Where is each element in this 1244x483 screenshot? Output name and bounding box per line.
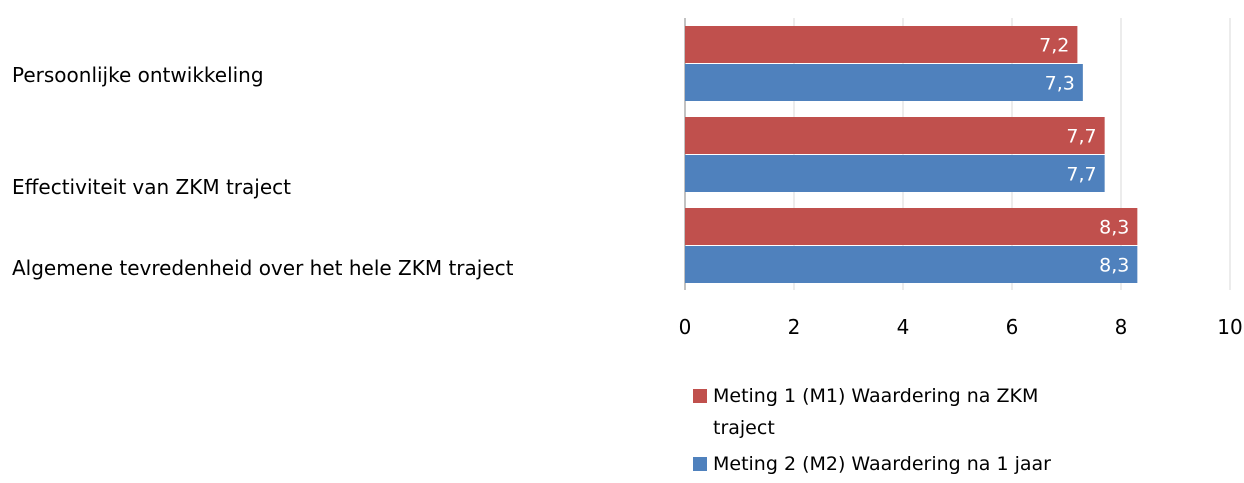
- x-tick-label: 6: [1006, 315, 1019, 339]
- data-label: 7,7: [1066, 126, 1096, 148]
- bar: [685, 64, 1083, 101]
- data-label: 8,3: [1099, 217, 1129, 239]
- legend-label: Meting 2 (M2) Waardering na 1 jaar: [713, 453, 1051, 475]
- x-axis: 0 2 4 6 8 10: [679, 315, 1243, 339]
- bar: [685, 26, 1078, 63]
- bar: [685, 155, 1105, 192]
- bar: [685, 208, 1138, 245]
- data-label: 7,3: [1045, 73, 1075, 95]
- legend: Meting 1 (M1) Waardering na ZKM traject Me…: [693, 385, 1051, 475]
- x-tick-label: 0: [679, 315, 692, 339]
- data-label: 8,3: [1099, 255, 1129, 277]
- category-label: Effectiviteit van ZKM traject: [12, 175, 291, 199]
- category-label: Algemene tevredenheid over het hele ZKM …: [12, 256, 514, 280]
- category-labels: Persoonlijke ontwikkeling Effectiviteit v…: [12, 63, 514, 280]
- bars: 7,2 7,3 7,7 7,7 8,3 8,3: [685, 26, 1138, 283]
- x-tick-label: 2: [788, 315, 801, 339]
- legend-swatch: [693, 389, 707, 403]
- x-tick-label: 10: [1217, 315, 1242, 339]
- bar: [685, 246, 1138, 283]
- x-tick-label: 4: [897, 315, 910, 339]
- x-tick-label: 8: [1115, 315, 1128, 339]
- data-label: 7,2: [1039, 35, 1069, 57]
- bar: [685, 117, 1105, 154]
- legend-label: Meting 1 (M1) Waardering na ZKM: [713, 385, 1038, 407]
- legend-label: traject: [713, 417, 775, 439]
- data-label: 7,7: [1066, 164, 1096, 186]
- legend-swatch: [693, 457, 707, 471]
- category-label: Persoonlijke ontwikkeling: [12, 63, 264, 87]
